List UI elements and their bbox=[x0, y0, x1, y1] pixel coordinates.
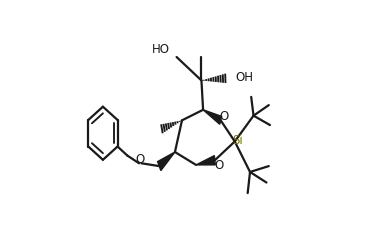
Text: O: O bbox=[214, 159, 223, 172]
Text: O: O bbox=[135, 152, 144, 166]
Polygon shape bbox=[158, 152, 175, 171]
Text: OH: OH bbox=[235, 71, 253, 84]
Text: O: O bbox=[219, 110, 229, 123]
Polygon shape bbox=[196, 156, 215, 165]
Text: HO: HO bbox=[151, 43, 170, 56]
Text: Si: Si bbox=[232, 135, 243, 148]
Polygon shape bbox=[203, 110, 221, 124]
